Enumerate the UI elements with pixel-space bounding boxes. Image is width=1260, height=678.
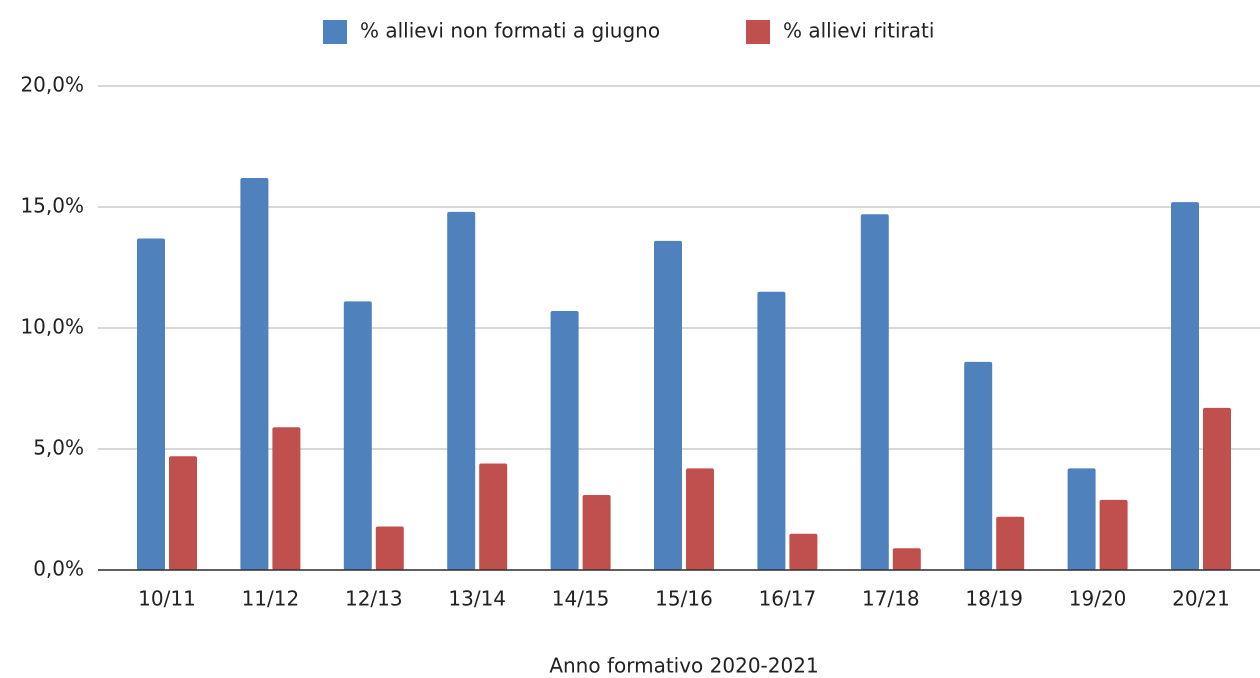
x-tick-label: 18/19 [965, 587, 1023, 611]
bar [686, 468, 714, 570]
x-tick-label: 12/13 [345, 587, 403, 611]
bar [169, 456, 197, 570]
bar [1067, 468, 1096, 570]
x-tick-label: 11/12 [242, 587, 300, 611]
y-tick-label: 5,0% [33, 436, 84, 460]
bar [789, 533, 818, 570]
bar [757, 291, 786, 570]
x-tick-label: 19/20 [1069, 587, 1127, 611]
bar [447, 211, 476, 570]
y-tick-label: 20,0% [20, 73, 84, 97]
x-tick-label: 20/21 [1172, 587, 1230, 611]
bar [582, 494, 611, 570]
legend-label: % allievi non formati a giugno [360, 19, 660, 43]
x-axis-label: Anno formativo 2020-2021 [549, 654, 818, 678]
legend-label: % allievi ritirati [783, 19, 934, 43]
x-tick-label: 15/16 [655, 587, 713, 611]
x-tick-label: 17/18 [862, 587, 920, 611]
x-tick-label: 14/15 [552, 587, 610, 611]
bar [654, 240, 682, 570]
bar [550, 311, 579, 570]
bar [1203, 407, 1231, 570]
bar [343, 301, 372, 570]
bar [375, 526, 404, 570]
x-tick-label: 10/11 [138, 587, 196, 611]
y-tick-label: 15,0% [20, 194, 84, 218]
bar [137, 238, 165, 570]
bar [996, 516, 1025, 570]
bar [964, 361, 993, 570]
x-tick-label: 16/17 [759, 587, 817, 611]
bar [892, 548, 921, 570]
bar [1099, 499, 1128, 570]
y-tick-label: 10,0% [20, 315, 84, 339]
y-tick-label: 0,0% [33, 557, 84, 581]
legend-swatch [746, 20, 770, 44]
x-tick-label: 13/14 [448, 587, 506, 611]
bar [860, 214, 889, 570]
bar [1171, 202, 1199, 570]
bar [272, 427, 301, 570]
bar [240, 177, 269, 570]
bar [479, 463, 508, 570]
legend-swatch [323, 20, 347, 44]
